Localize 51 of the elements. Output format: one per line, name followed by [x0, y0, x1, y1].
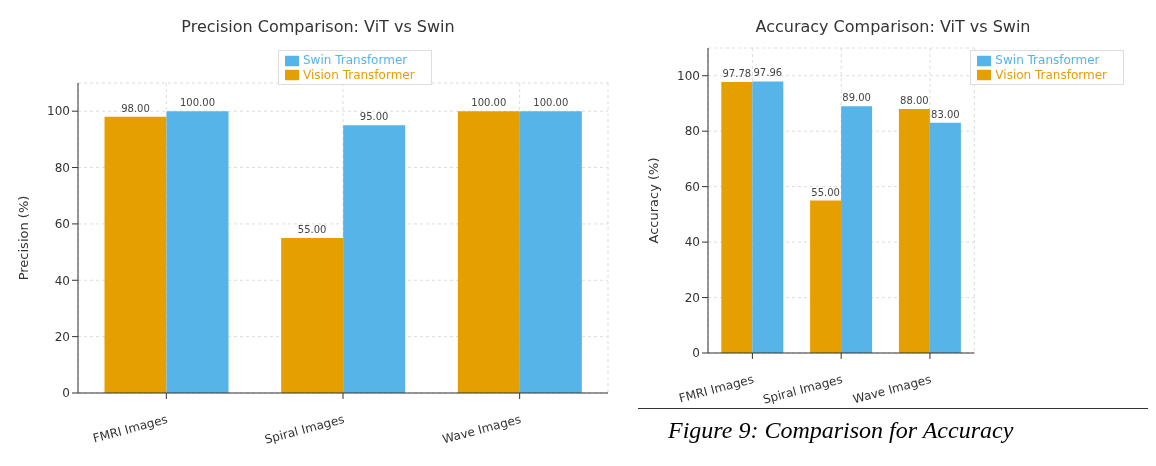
- y-tick-label: 0: [62, 386, 70, 401]
- y-tick-label: 20: [684, 290, 700, 305]
- x-tick-label: FMRI Images: [677, 372, 756, 406]
- bar: [104, 116, 167, 393]
- x-tick-label: Spiral Images: [761, 372, 845, 407]
- y-tick-label: 80: [54, 160, 70, 175]
- y-tick-label: 100: [677, 68, 700, 83]
- bar: [721, 81, 753, 353]
- y-tick-label: 0: [692, 346, 700, 361]
- caption: Figure 9: Comparison for Accuracy: [638, 408, 1148, 444]
- bar: [841, 106, 873, 353]
- bar: [519, 111, 582, 393]
- data-label: 98.00: [121, 102, 150, 114]
- legend-label: Vision Transformer: [995, 67, 1107, 82]
- x-tick-label: FMRI Images: [91, 412, 170, 446]
- data-label: 100.00: [180, 97, 215, 109]
- bar: [343, 125, 406, 393]
- data-label: 100.00: [533, 97, 569, 109]
- bar: [166, 111, 229, 393]
- data-label: 83.00: [931, 108, 960, 120]
- chart-title: Precision Comparison: ViT vs Swin: [181, 17, 455, 36]
- x-tick-label: Wave Images: [441, 412, 523, 447]
- y-tick-label: 100: [47, 104, 70, 119]
- legend-label: Vision Transformer: [303, 67, 415, 82]
- data-label: 89.00: [842, 92, 871, 104]
- data-label: 97.78: [722, 67, 752, 79]
- data-label: 97.96: [753, 67, 783, 79]
- data-label: 55.00: [811, 186, 840, 198]
- data-label: 95.00: [359, 111, 389, 123]
- bar: [929, 122, 961, 353]
- bar: [457, 111, 520, 393]
- bar: [281, 238, 344, 393]
- bar: [752, 81, 784, 353]
- y-axis-title: Accuracy (%): [645, 157, 661, 244]
- chart-title: Accuracy Comparison: ViT vs Swin: [755, 17, 1031, 36]
- y-tick-label: 80: [684, 124, 700, 139]
- data-label: 100.00: [471, 97, 507, 109]
- y-tick-label: 40: [54, 273, 70, 288]
- y-tick-label: 60: [684, 179, 700, 194]
- y-tick-label: 60: [54, 217, 70, 232]
- bar: [898, 109, 930, 353]
- legend-label: Swin Transformer: [303, 53, 408, 67]
- data-label: 55.00: [297, 224, 327, 235]
- y-axis-title: Precision (%): [15, 195, 31, 281]
- legend-label: Swin Transformer: [995, 53, 1100, 67]
- y-tick-label: 20: [54, 329, 70, 344]
- bar: [810, 200, 842, 353]
- y-tick-label: 40: [684, 235, 700, 250]
- data-label: 88.00: [900, 95, 929, 106]
- x-tick-label: Spiral Images: [263, 412, 346, 447]
- x-tick-label: Wave Images: [851, 372, 933, 407]
